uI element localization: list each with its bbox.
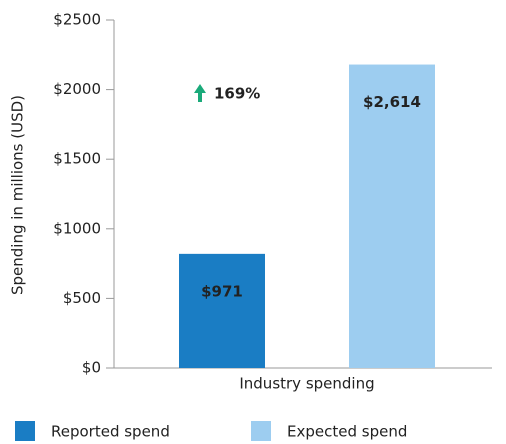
bar-label: $971 [201,282,243,300]
y-tick-label: $2000 [53,80,101,98]
bar-label: $2,614 [363,93,421,111]
up-arrow [194,84,206,102]
bar [349,64,435,368]
y-tick-label: $2500 [53,11,101,29]
y-tick-label: $1000 [53,219,101,237]
y-tick-label: $0 [82,359,101,377]
y-tick-label: $500 [63,289,101,307]
change-annotation: 169% [214,85,260,103]
legend-label: Expected spend [287,423,407,441]
x-tick-label: Industry spending [239,375,374,393]
legend-swatch [15,421,35,441]
legend-label: Reported spend [51,423,170,441]
y-tick-label: $1500 [53,150,101,168]
y-axis-label: Spending in millions (USD) [9,95,27,295]
legend-swatch [251,421,271,441]
bar [179,253,265,368]
